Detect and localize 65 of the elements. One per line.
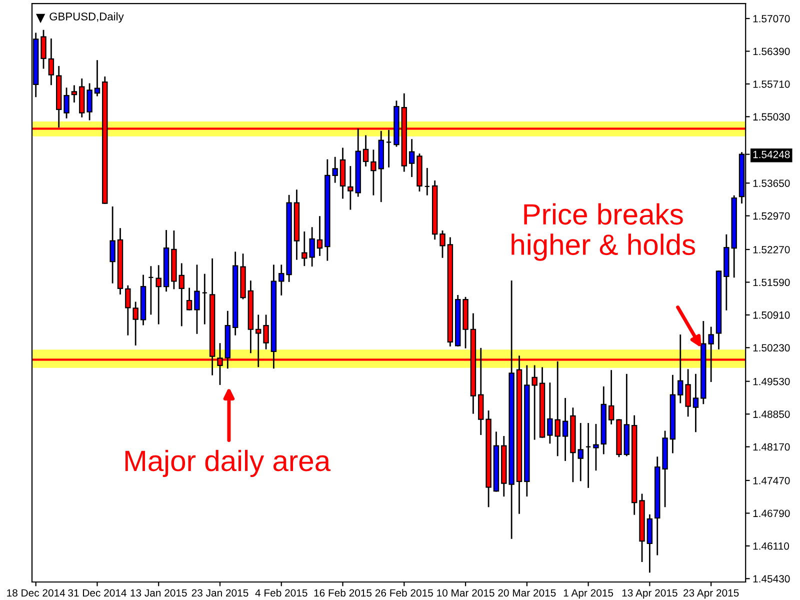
y-tick-label: 1.55710: [753, 80, 790, 88]
y-tick-label: 1.51590: [753, 278, 790, 286]
y-tick-label: 1.52270: [753, 246, 790, 254]
candlestick: [362, 135, 369, 166]
x-tick-label: 1 Apr 2015: [564, 589, 614, 599]
text: GBPUSD,Daily: [50, 12, 124, 23]
x-tick-label: 26 Feb 2015: [375, 588, 433, 597]
candlestick: [348, 166, 354, 210]
y-tick-label: 1.45430: [753, 575, 790, 583]
annotation: Major daily area: [125, 450, 331, 478]
y-tick-label: 1.46110: [753, 542, 790, 550]
candlestick: [386, 130, 392, 168]
candlestick: [370, 150, 376, 196]
candlestick: [440, 230, 446, 258]
x-tick-label: 13 Jan 2015: [130, 589, 187, 597]
candlestick: [278, 264, 284, 296]
candlestick: [585, 422, 592, 488]
candlestick: [178, 263, 184, 326]
x-tick-label: 13 Apr 2015: [622, 589, 678, 599]
y-tick-label: 1.52970: [753, 212, 790, 220]
candlestick: [562, 398, 568, 461]
annotation: Price breaks higher & holds: [512, 203, 696, 261]
candlestick: [110, 206, 116, 284]
x-tick-label: 16 Feb 2015: [314, 588, 372, 597]
x-tick-label: 23 Jan 2015: [192, 589, 248, 597]
y-tick-label: 1.50910: [753, 311, 790, 319]
candlestick: [71, 85, 78, 102]
x-tick-label: 18 Dec 2014: [7, 589, 66, 597]
x-tick-label: 31 Dec 2014: [68, 589, 126, 597]
y-tick-label: 1.55030: [753, 113, 790, 121]
candlestick: [408, 139, 415, 178]
candlestick: [316, 216, 323, 256]
candlestick: [194, 264, 200, 334]
candlestick: [40, 30, 46, 69]
x-tick-label: 23 Apr 2015: [684, 589, 739, 599]
candlestick: [608, 370, 614, 424]
y-tick-label: 1.46790: [753, 510, 790, 518]
y-tick-label: 1.56390: [753, 48, 790, 56]
candlestick: [202, 274, 208, 324]
y-tick-label: 1.47470: [753, 476, 790, 484]
candlestick: [48, 38, 54, 86]
candlestick: [424, 168, 430, 196]
y-tick-label: 1.50230: [753, 344, 790, 352]
candlestick: [156, 265, 162, 324]
candlestick: [86, 83, 92, 120]
candlestick: [94, 60, 100, 96]
candlestick: [578, 422, 584, 482]
x-tick-label: 4 Feb 2015: [255, 588, 308, 597]
y-tick-label: 1.57070: [753, 15, 790, 22]
candlestick: [685, 369, 691, 417]
candlestick: [593, 424, 599, 471]
candlestick: [692, 374, 699, 432]
y-tick-label: 1.53650: [753, 180, 790, 187]
candlestick: [186, 288, 192, 310]
y-tick-label: 1.48170: [753, 443, 790, 451]
candlestick: [263, 314, 269, 350]
y-tick-label: 1.54248: [753, 150, 790, 158]
y-tick-label: 1.49530: [753, 378, 790, 386]
candlestick: [148, 266, 154, 315]
candlestick: [678, 334, 684, 404]
x-tick-label: 20 Mar 2015: [498, 589, 556, 597]
candlestick: [547, 382, 553, 444]
candlestick: [64, 88, 70, 118]
y-tick-label: 1.48850: [753, 410, 790, 418]
x-tick-label: 10 Mar 2015: [437, 589, 494, 597]
